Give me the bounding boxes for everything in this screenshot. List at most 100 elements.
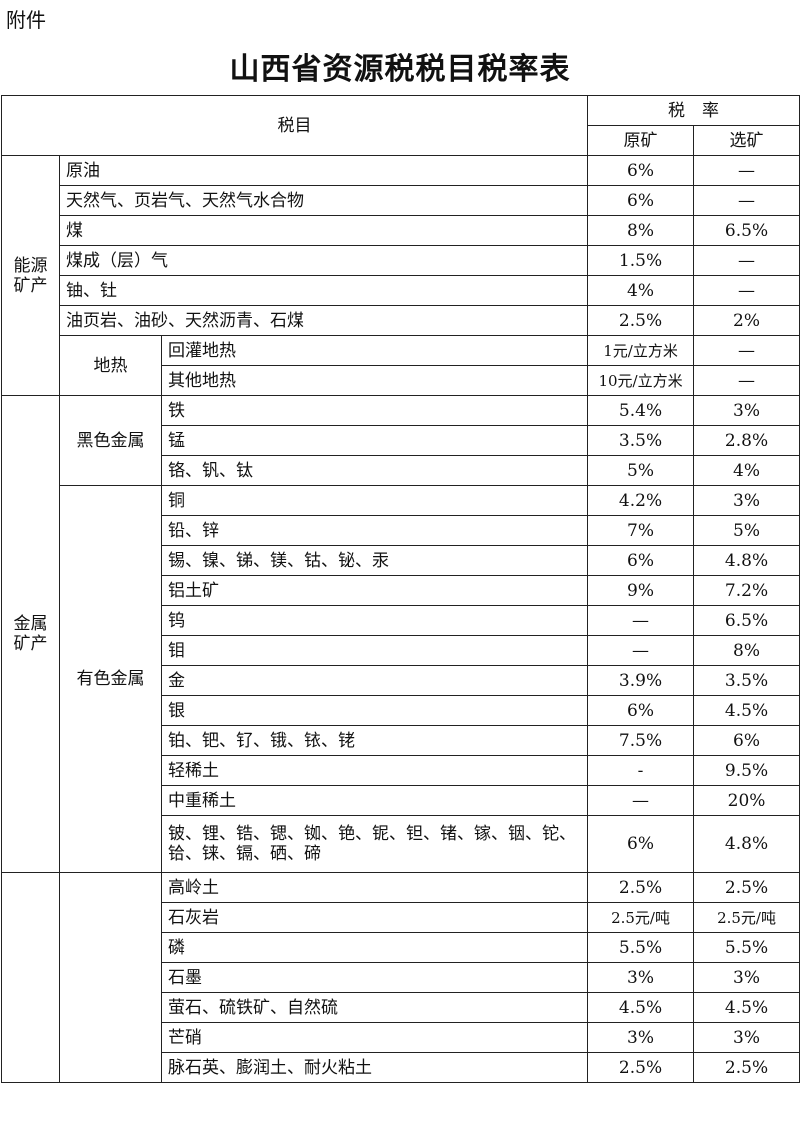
raw-ore-rate: 6% xyxy=(587,185,695,216)
item-name: 高岭土 xyxy=(160,872,589,903)
processed-ore-rate: 2.5% xyxy=(693,1052,800,1083)
table-row: 磷 5.5% 5.5% xyxy=(2,932,800,963)
category-cell xyxy=(1,872,60,1083)
table-row: 铅、锌 7% 5% xyxy=(2,515,800,546)
table-row: 萤石、硫铁矿、自然硫 4.5% 4.5% xyxy=(2,992,800,1023)
header-processed-ore: 选矿 xyxy=(693,125,800,156)
item-name: 芒硝 xyxy=(160,1022,589,1053)
raw-ore-rate: 4.2% xyxy=(587,485,695,516)
processed-ore-rate: — xyxy=(693,155,800,186)
item-name: 铍、锂、锆、锶、铷、铯、铌、钽、锗、镓、铟、铊、铪、铼、镉、硒、碲 xyxy=(160,815,589,873)
item-name: 铁 xyxy=(160,395,589,426)
processed-ore-rate: 4% xyxy=(693,455,800,486)
table-row: 高岭土 2.5% 2.5% xyxy=(1,872,800,1083)
table-row: 金属矿产 黑色金属铁 5.4% 3% xyxy=(1,395,800,873)
raw-ore-rate: 7% xyxy=(587,515,695,546)
raw-ore-rate: 1元/立方米 xyxy=(587,335,695,366)
processed-ore-rate: 6% xyxy=(693,725,800,756)
item-name: 石墨 xyxy=(160,962,589,993)
processed-ore-rate: 2.5元/吨 xyxy=(693,902,800,933)
processed-ore-rate: 3.5% xyxy=(693,665,800,696)
processed-ore-rate: 6.5% xyxy=(693,605,800,636)
processed-ore-rate: 20% xyxy=(693,785,800,816)
processed-ore-rate: 4.8% xyxy=(693,545,800,576)
table-row: 锡、镍、锑、镁、钴、铋、汞 6% 4.8% xyxy=(2,545,800,576)
raw-ore-rate: 2.5元/吨 xyxy=(587,902,695,933)
table-row: 能源矿产 原油 6% — xyxy=(1,155,800,396)
item-name: 原油 xyxy=(58,155,589,186)
table-row: 脉石英、膨润土、耐火粘土 2.5% 2.5% xyxy=(2,1052,800,1083)
processed-ore-rate: 3% xyxy=(693,395,800,426)
processed-ore-rate: — xyxy=(693,365,800,396)
page-title: 山西省资源税税目税率表 xyxy=(229,52,571,87)
table-row: 油页岩、油砂、天然沥青、石煤 2.5% 2% xyxy=(2,305,800,336)
processed-ore-rate: 4.5% xyxy=(693,695,800,726)
raw-ore-rate: 3% xyxy=(587,1022,695,1053)
subcategory-cell xyxy=(59,872,162,1083)
processed-ore-rate: 8% xyxy=(693,635,800,666)
processed-ore-rate: 4.8% xyxy=(693,815,800,873)
attachment-label: 附件 xyxy=(6,8,46,32)
header-row: 原矿 选矿 xyxy=(2,125,800,156)
item-name: 铝土矿 xyxy=(160,575,589,606)
item-name: 铂、钯、钌、锇、铱、铑 xyxy=(160,725,589,756)
processed-ore-rate: — xyxy=(693,275,800,306)
raw-ore-rate: 2.5% xyxy=(587,305,695,336)
subcategory-cell: 地热 xyxy=(59,335,162,396)
processed-ore-rate: 2% xyxy=(693,305,800,336)
table-row: 煤 8% 6.5% xyxy=(2,215,800,246)
raw-ore-rate: 7.5% xyxy=(587,725,695,756)
raw-ore-rate: 6% xyxy=(587,545,695,576)
processed-ore-rate: 3% xyxy=(693,962,800,993)
table-row: 铀、钍 4% — xyxy=(2,275,800,306)
header-raw-ore: 原矿 xyxy=(587,125,695,156)
item-name: 钼 xyxy=(160,635,589,666)
table-row: 铬、钒、钛 5% 4% xyxy=(2,455,800,486)
item-name: 天然气、页岩气、天然气水合物 xyxy=(58,185,589,216)
processed-ore-rate: 6.5% xyxy=(693,215,800,246)
processed-ore-rate: — xyxy=(693,335,800,366)
tax-rate-table: 税目 税 率 原矿 选矿 能源矿产 原油 6% — 天然气、页岩气、天然气水合物 6% — 煤… xyxy=(0,95,800,1083)
processed-ore-rate: 3% xyxy=(693,485,800,516)
item-name: 铬、钒、钛 xyxy=(160,455,589,486)
table-row: 天然气、页岩气、天然气水合物 6% — xyxy=(2,185,800,216)
raw-ore-rate: 5% xyxy=(587,455,695,486)
item-name: 油页岩、油砂、天然沥青、石煤 xyxy=(58,305,589,336)
item-name: 锰 xyxy=(160,425,589,456)
item-name: 铜 xyxy=(160,485,589,516)
table-row: 芒硝 3% 3% xyxy=(2,1022,800,1053)
raw-ore-rate: — xyxy=(587,785,695,816)
table-row: 中重稀土 —20% xyxy=(2,785,800,816)
raw-ore-rate: 1.5% xyxy=(587,245,695,276)
subcategory-cell: 黑色金属 xyxy=(59,395,162,486)
raw-ore-rate: — xyxy=(587,635,695,666)
header-rate: 税 率 xyxy=(587,95,800,126)
processed-ore-rate: 3% xyxy=(693,1022,800,1053)
item-name: 石灰岩 xyxy=(160,902,589,933)
category-cell: 能源矿产 xyxy=(1,155,60,396)
processed-ore-rate: 5.5% xyxy=(693,932,800,963)
item-name: 其他地热 xyxy=(160,365,589,396)
processed-ore-rate: — xyxy=(693,245,800,276)
item-name: 轻稀土 xyxy=(160,755,589,786)
table-row: 石灰岩 2.5元/吨 2.5元/吨 xyxy=(2,902,800,933)
item-name: 中重稀土 xyxy=(160,785,589,816)
processed-ore-rate: 9.5% xyxy=(693,755,800,786)
table-row: 地热 回灌地热 1元/立方米 — xyxy=(2,335,800,396)
raw-ore-rate: — xyxy=(587,605,695,636)
item-name: 回灌地热 xyxy=(160,335,589,366)
processed-ore-rate: 2.8% xyxy=(693,425,800,456)
item-name: 金 xyxy=(160,665,589,696)
raw-ore-rate: 6% xyxy=(587,155,695,186)
header-row: 税目 税 率 xyxy=(0,95,800,156)
item-name: 铀、钍 xyxy=(58,275,589,306)
item-name: 煤成（层）气 xyxy=(58,245,589,276)
item-name: 锡、镍、锑、镁、钴、铋、汞 xyxy=(160,545,589,576)
processed-ore-rate: 7.2% xyxy=(693,575,800,606)
table-row: 石墨 3% 3% xyxy=(2,962,800,993)
processed-ore-rate: 2.5% xyxy=(693,872,800,903)
processed-ore-rate: — xyxy=(693,185,800,216)
category-cell: 金属矿产 xyxy=(1,395,60,873)
raw-ore-rate: 3% xyxy=(587,962,695,993)
raw-ore-rate: 6% xyxy=(587,695,695,726)
